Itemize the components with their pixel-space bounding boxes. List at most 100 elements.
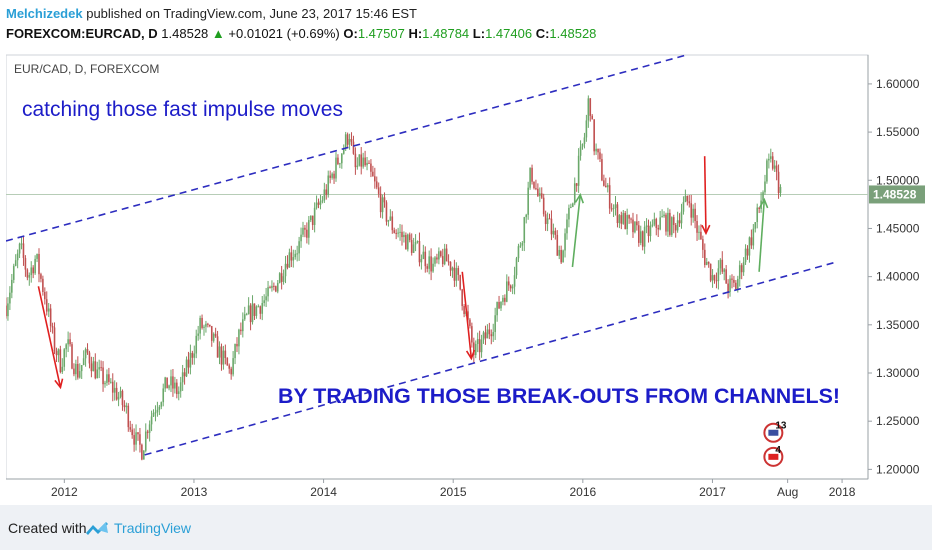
candle-body xyxy=(253,303,256,316)
candle-body xyxy=(346,134,349,145)
candle-body xyxy=(750,237,753,246)
arrow-shaft xyxy=(37,286,62,388)
y-tick-label: 1.40000 xyxy=(876,270,920,284)
candle-body xyxy=(408,234,411,240)
candle-body xyxy=(22,243,25,259)
author-link[interactable]: Melchizedek xyxy=(6,6,83,21)
tradingview-logo-icon[interactable] xyxy=(84,519,110,539)
candle-body xyxy=(540,193,543,198)
candle-body xyxy=(663,214,665,217)
candle-body xyxy=(220,346,223,365)
candle-body xyxy=(773,165,776,169)
event-count: 13 xyxy=(775,421,787,432)
candle-body xyxy=(686,195,689,202)
candle-body xyxy=(288,252,291,268)
candle-body xyxy=(222,350,225,365)
flag-stripe xyxy=(768,429,779,436)
candle-body xyxy=(160,402,163,407)
candle-body xyxy=(690,203,693,218)
candle-body xyxy=(286,263,289,268)
candle-body xyxy=(275,286,277,292)
candle-body xyxy=(104,382,106,385)
candle-body xyxy=(236,344,238,347)
candle-body xyxy=(92,361,95,372)
candle-body xyxy=(358,154,361,166)
candle-body xyxy=(216,336,219,358)
candle-body xyxy=(199,317,201,334)
candle-body xyxy=(678,220,681,224)
candle-body xyxy=(647,225,650,237)
candle-body xyxy=(327,175,330,195)
candle-body xyxy=(638,225,640,243)
candle-body xyxy=(490,334,493,337)
candle-body xyxy=(110,381,112,383)
candle-body xyxy=(292,257,295,261)
candle-body xyxy=(682,202,685,212)
candle-body xyxy=(399,231,401,233)
candle-body xyxy=(38,253,40,275)
candle-body xyxy=(704,249,706,265)
candle-body xyxy=(125,405,128,408)
candle-body xyxy=(591,115,594,120)
candle-body xyxy=(737,278,739,290)
candle-body xyxy=(556,234,559,256)
candle-body xyxy=(544,214,547,225)
candle-body xyxy=(304,227,306,230)
candle-body xyxy=(329,175,331,178)
candle-body xyxy=(18,243,21,254)
candle-body xyxy=(575,183,578,186)
candle-body xyxy=(651,224,654,226)
candle-body xyxy=(521,242,524,246)
candle-body xyxy=(659,217,661,230)
candle-body xyxy=(80,365,83,372)
candle-body xyxy=(432,263,434,272)
candle-body xyxy=(665,214,667,232)
us-flag-event-badge[interactable]: 13 xyxy=(763,421,787,443)
candle-body xyxy=(317,202,320,205)
candle-body xyxy=(585,120,588,138)
x-tick-label: 2016 xyxy=(569,485,596,499)
x-tick-label: 2015 xyxy=(440,485,467,499)
candle-body xyxy=(44,291,46,300)
candle-body xyxy=(715,280,718,282)
candle-body xyxy=(375,181,378,188)
candle-body xyxy=(742,262,745,273)
candle-body xyxy=(496,301,498,316)
candle-body xyxy=(187,359,190,368)
candle-body xyxy=(562,250,564,263)
x-tick-label: 2017 xyxy=(699,485,726,499)
annotation-top: catching those fast impulse moves xyxy=(22,98,343,121)
candle-body xyxy=(746,248,749,256)
candle-body xyxy=(684,195,687,203)
candle-body xyxy=(401,231,403,238)
candle-body xyxy=(296,253,298,255)
candle-body xyxy=(146,431,149,433)
candle-body xyxy=(488,329,491,335)
candle-body xyxy=(96,369,99,379)
candle-body xyxy=(356,165,359,168)
candle-body xyxy=(113,387,116,393)
ca-flag-event-badge[interactable]: 4 xyxy=(763,445,784,467)
candle-body xyxy=(744,248,747,263)
candle-body xyxy=(24,258,27,270)
candle-body xyxy=(284,263,287,277)
candle-body xyxy=(265,296,267,301)
candle-body xyxy=(748,237,751,256)
created-with-label: Created with xyxy=(8,520,87,536)
candle-body xyxy=(529,167,531,188)
candle-body xyxy=(486,329,489,339)
candle-body xyxy=(290,252,293,261)
tradingview-brand-link[interactable]: TradingView xyxy=(114,520,192,536)
candle-body xyxy=(469,319,471,327)
candle-body xyxy=(583,137,586,144)
candle-body xyxy=(610,208,613,210)
candle-body xyxy=(698,231,700,233)
candle-body xyxy=(337,157,339,165)
price-chart[interactable]: 1.60000 1.55000 1.50000 1.45000 1.40000 1.350… xyxy=(6,51,926,504)
candle-body xyxy=(131,429,133,436)
candle-body xyxy=(414,242,417,245)
candle-body xyxy=(707,261,710,264)
candle-body xyxy=(777,171,780,194)
candle-body xyxy=(28,275,31,278)
candle-body xyxy=(269,287,271,289)
